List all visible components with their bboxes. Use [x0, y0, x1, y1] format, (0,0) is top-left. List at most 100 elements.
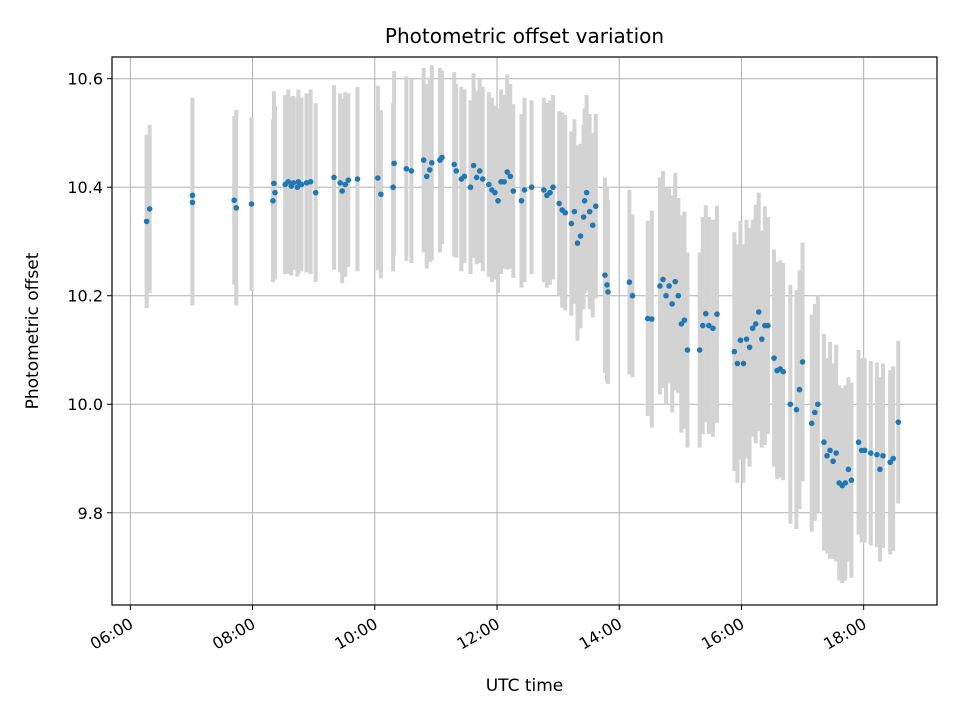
data-point	[714, 311, 720, 317]
data-point	[678, 321, 685, 327]
data-point	[793, 406, 800, 413]
data-point	[734, 360, 741, 367]
data-point	[420, 157, 427, 163]
data-point	[547, 189, 553, 196]
data-point	[880, 452, 886, 459]
data-point	[842, 480, 849, 486]
data-point	[461, 173, 468, 180]
data-point	[479, 176, 486, 182]
x-axis-label: UTC time	[486, 676, 564, 696]
data-point	[855, 439, 862, 446]
y-tick-label: 10.2	[67, 287, 103, 306]
data-point	[271, 180, 277, 187]
data-point	[657, 283, 663, 289]
data-point	[660, 276, 666, 283]
data-point	[821, 439, 827, 446]
data-point	[403, 165, 410, 172]
data-point	[649, 316, 655, 322]
data-point	[495, 197, 501, 204]
data-point	[453, 168, 460, 174]
data-point	[439, 154, 445, 161]
data-point	[248, 201, 255, 207]
data-point	[759, 336, 765, 342]
data-point	[298, 181, 305, 188]
data-point	[815, 401, 821, 408]
data-point	[706, 322, 712, 329]
data-point	[285, 178, 292, 185]
data-point	[571, 208, 578, 215]
y-tick-label: 10.4	[67, 178, 103, 197]
data-point	[581, 197, 588, 204]
data-point	[874, 451, 880, 458]
data-point	[890, 455, 897, 462]
data-point	[408, 168, 415, 174]
data-point	[562, 209, 569, 216]
data-point	[799, 359, 806, 365]
data-point	[845, 466, 852, 473]
data-point	[492, 189, 498, 196]
y-tick-label: 10.0	[67, 395, 103, 414]
data-point	[602, 272, 608, 278]
axes-frame	[111, 56, 938, 606]
data-point	[378, 191, 384, 198]
data-point	[672, 278, 679, 285]
data-point	[583, 189, 590, 196]
data-point	[702, 310, 709, 317]
data-point	[577, 233, 584, 239]
data-point	[808, 420, 815, 427]
data-point	[589, 222, 596, 228]
data-point	[811, 409, 818, 416]
data-point	[696, 347, 703, 353]
data-point	[861, 447, 868, 454]
data-point	[663, 292, 669, 299]
data-point	[507, 173, 514, 180]
data-point	[518, 197, 525, 204]
data-point	[605, 289, 611, 295]
y-tick-label: 9.8	[78, 504, 103, 523]
data-point	[592, 203, 599, 210]
data-point	[681, 317, 688, 323]
data-point	[740, 360, 747, 367]
data-point	[429, 160, 435, 166]
data-point	[231, 197, 238, 204]
data-point	[423, 173, 430, 180]
data-point	[307, 178, 314, 185]
data-point	[486, 181, 492, 188]
data-point	[476, 168, 483, 174]
data-point	[765, 322, 771, 329]
data-point	[887, 459, 893, 466]
data-point	[541, 187, 547, 193]
data-point	[270, 197, 276, 204]
data-point	[375, 175, 381, 181]
data-point	[568, 220, 575, 227]
data-point	[504, 169, 510, 175]
data-point	[824, 452, 830, 459]
data-point	[550, 184, 556, 191]
data-point	[337, 180, 343, 186]
data-point	[867, 450, 874, 456]
data-point	[752, 321, 759, 327]
data-point	[342, 181, 349, 188]
data-point	[391, 160, 397, 167]
data-point	[189, 192, 196, 199]
data-point	[331, 174, 337, 181]
data-point	[451, 161, 458, 168]
data-point	[787, 401, 794, 408]
data-point	[675, 292, 682, 299]
data-point	[390, 184, 396, 191]
data-point	[345, 177, 352, 183]
y-tick-label: 10.6	[67, 70, 103, 89]
data-point	[467, 184, 474, 191]
data-point	[710, 325, 716, 332]
data-point	[749, 325, 756, 332]
data-point	[574, 240, 581, 246]
data-point	[501, 178, 507, 185]
data-point	[895, 419, 902, 425]
data-point	[629, 292, 636, 299]
data-point	[426, 167, 433, 173]
data-point	[755, 309, 762, 315]
data-point	[294, 184, 301, 191]
data-point	[528, 184, 535, 191]
data-point	[586, 208, 593, 215]
